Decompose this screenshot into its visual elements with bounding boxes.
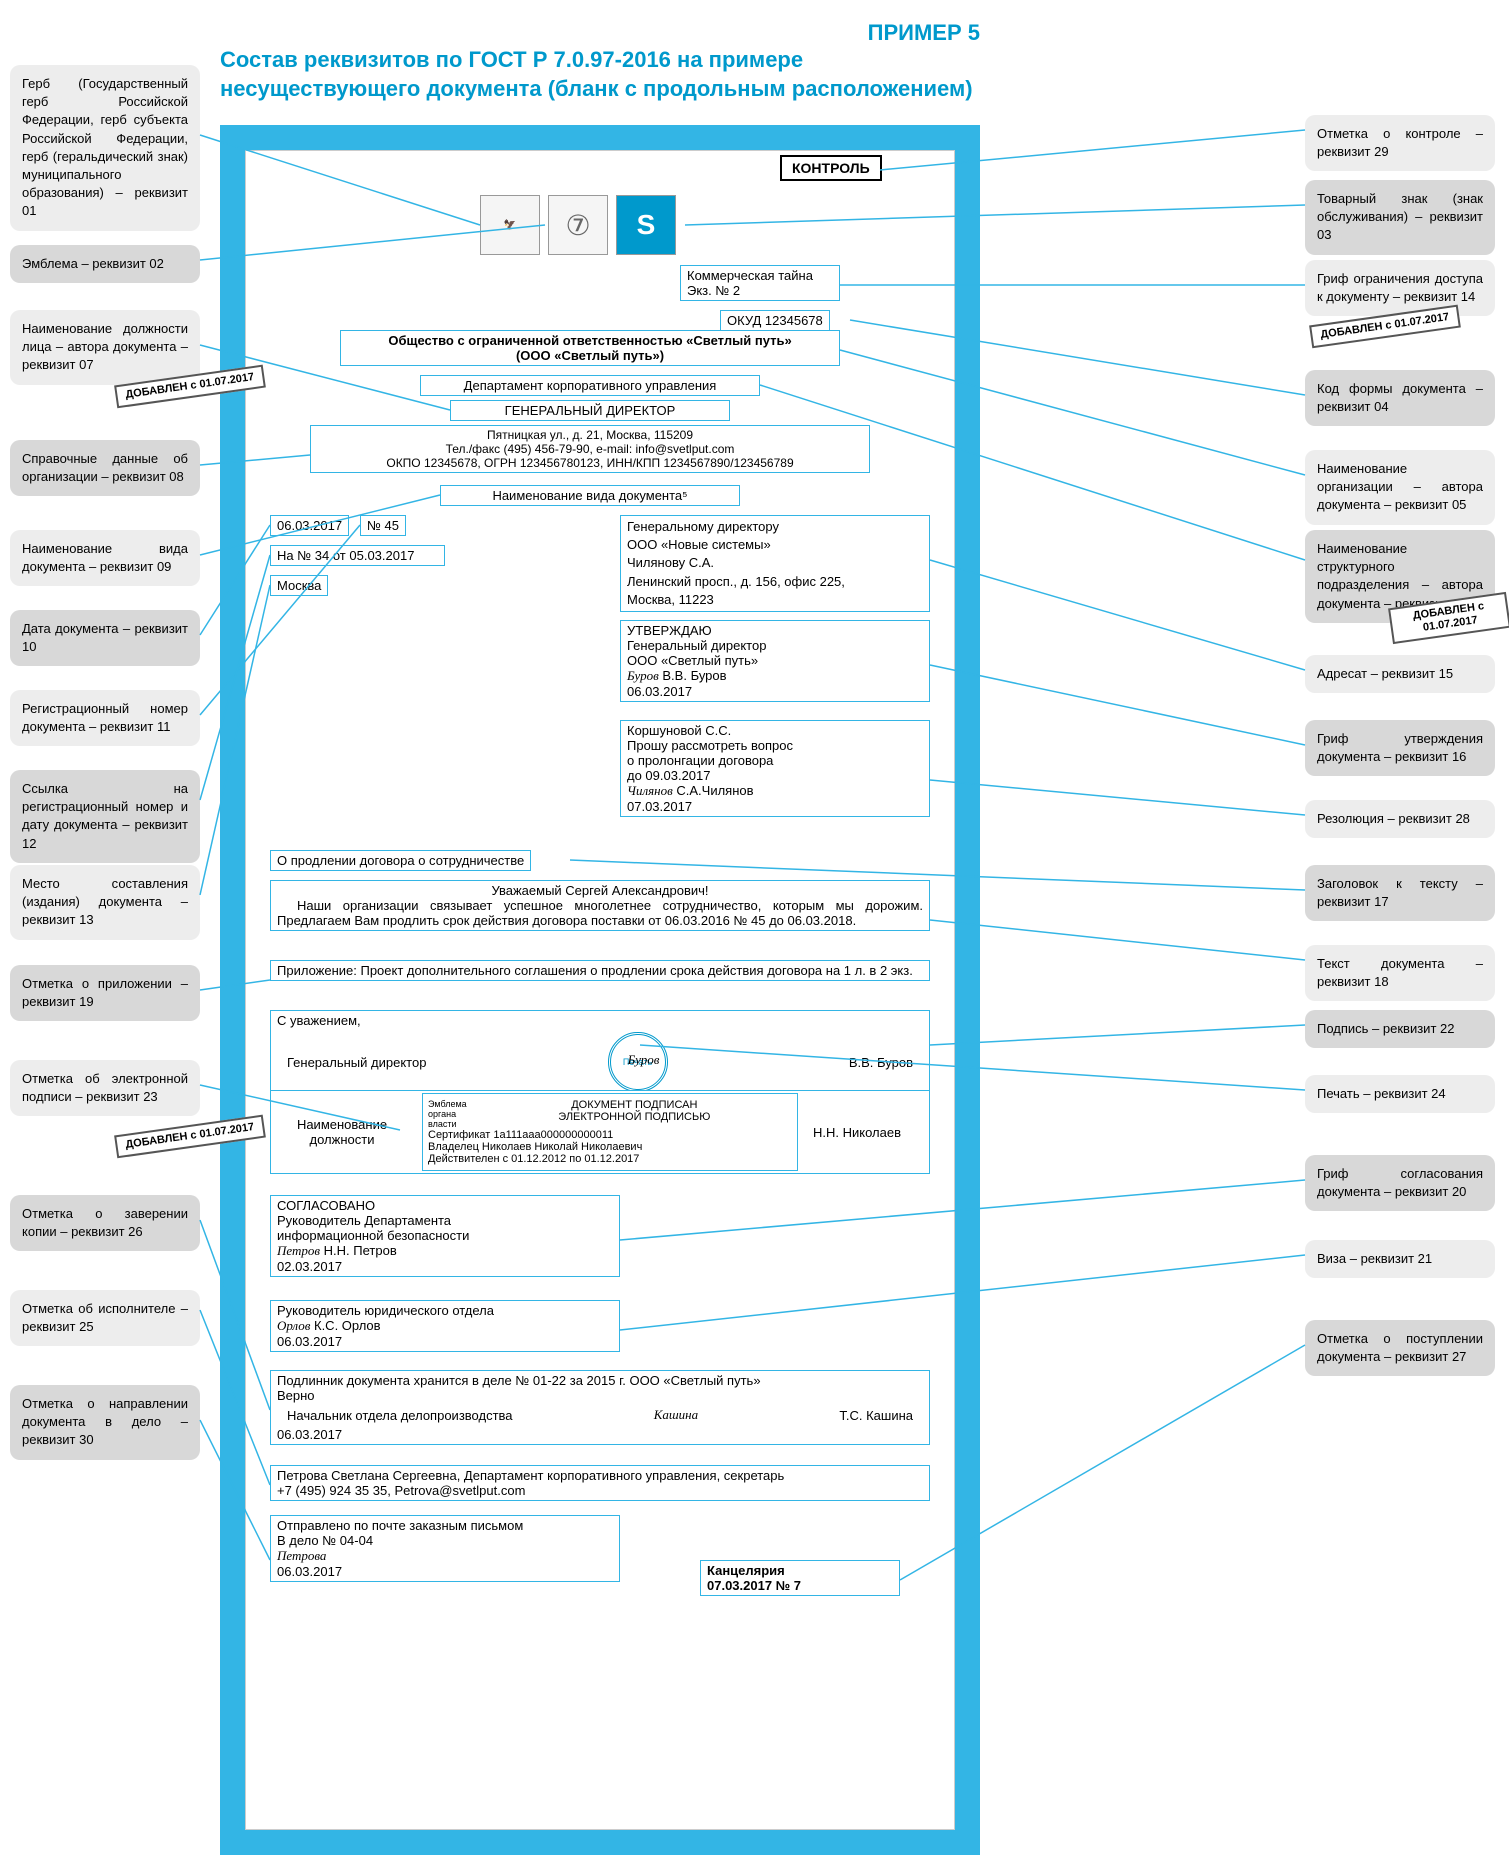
doc-date: 06.03.2017 xyxy=(270,515,349,536)
addressee: Генеральному директору ООО «Новые систем… xyxy=(620,515,930,612)
emblem-icon: ⑦ xyxy=(548,195,608,255)
receipt-mark: Канцелярия07.03.2017 № 7 xyxy=(700,1560,900,1596)
reg-number: № 45 xyxy=(360,515,406,536)
label-10: Дата документа – реквизит 10 xyxy=(10,610,200,666)
reference-data: Пятницкая ул., д. 21, Москва, 115209 Тел… xyxy=(310,425,870,473)
label-11: Регистрационный номер документа – реквиз… xyxy=(10,690,200,746)
label-04: Код формы документа – реквизит 04 xyxy=(1305,370,1495,426)
coat-of-arms-icon: 🦅 xyxy=(480,195,540,255)
label-14: Гриф ограничения доступа к документу – р… xyxy=(1305,260,1495,316)
emblem-row: 🦅 ⑦ S xyxy=(480,195,676,255)
appendix: Приложение: Проект дополнительного согла… xyxy=(270,960,930,981)
okud: ОКУД 12345678 xyxy=(720,310,830,331)
heading: О продлении договора о сотрудничестве xyxy=(270,850,531,871)
label-30: Отметка о направлении документа в дело –… xyxy=(10,1385,200,1460)
label-23: Отметка об электронной подписи – реквизи… xyxy=(10,1060,200,1116)
trademark-icon: S xyxy=(616,195,676,255)
label-08: Справочные данные об организации – рекви… xyxy=(10,440,200,496)
label-12: Ссылка на регистрационный номер и дату д… xyxy=(10,770,200,863)
label-02: Эмблема – реквизит 02 xyxy=(10,245,200,283)
main-title: Состав реквизитов по ГОСТ Р 7.0.97-2016 … xyxy=(220,46,980,103)
label-18: Текст документа – реквизит 18 xyxy=(1305,945,1495,1001)
label-01: Герб (Государственный герб Российской Фе… xyxy=(10,65,200,231)
label-09: Наименование вида документа – реквизит 0… xyxy=(10,530,200,586)
label-26: Отметка о заверении копии – реквизит 26 xyxy=(10,1195,200,1251)
label-21: Виза – реквизит 21 xyxy=(1305,1240,1495,1278)
label-19: Отметка о приложении – реквизит 19 xyxy=(10,965,200,1021)
doc-type-name: Наименование вида документа⁵ xyxy=(440,485,740,506)
coordination: СОГЛАСОВАНО Руководитель Департамента ин… xyxy=(270,1195,620,1277)
label-16: Гриф утверждения документа – реквизит 16 xyxy=(1305,720,1495,776)
label-15: Адресат – реквизит 15 xyxy=(1305,655,1495,693)
department: Департамент корпоративного управления xyxy=(420,375,760,396)
label-29: Отметка о контроле – реквизит 29 xyxy=(1305,115,1495,171)
label-25: Отметка об исполнителе – реквизит 25 xyxy=(10,1290,200,1346)
label-27: Отметка о поступлении документа – реквиз… xyxy=(1305,1320,1495,1376)
executor: Петрова Светлана Сергеевна, Департамент … xyxy=(270,1465,930,1501)
label-13: Место составления (издания) документа – … xyxy=(10,865,200,940)
ref-number: На № 34 от 05.03.2017 xyxy=(270,545,445,566)
label-07: Наименование должности лица – автора док… xyxy=(10,310,200,385)
copy-certification: Подлинник документа хранится в деле № 01… xyxy=(270,1370,930,1445)
visa: Руководитель юридического отдела Орлов К… xyxy=(270,1300,620,1352)
file-mark: Отправлено по почте заказным письмомВ де… xyxy=(270,1515,620,1582)
label-28: Резолюция – реквизит 28 xyxy=(1305,800,1495,838)
place: Москва xyxy=(270,575,328,596)
label-22: Подпись – реквизит 22 xyxy=(1305,1010,1495,1048)
label-20: Гриф согласования документа – реквизит 2… xyxy=(1305,1155,1495,1211)
signature-block: С уважением, Генеральный директор Печать… xyxy=(270,1010,930,1099)
resolution: Коршуновой С.С. Прошу рассмотреть вопрос… xyxy=(620,720,930,817)
approval-stamp: УТВЕРЖДАЮ Генеральный директор ООО «Свет… xyxy=(620,620,930,702)
esignature-block: Наименование должности Эмблема органа вл… xyxy=(270,1090,930,1174)
body-text: Уважаемый Сергей Александрович! Наши орг… xyxy=(270,880,930,931)
secrecy-mark: Коммерческая тайнаЭкз. № 2 xyxy=(680,265,840,301)
example-number: ПРИМЕР 5 xyxy=(220,20,980,46)
label-03: Товарный знак (знак обслуживания) – рекв… xyxy=(1305,180,1495,255)
label-05: Наименование организации – автора докуме… xyxy=(1305,450,1495,525)
position-title: ГЕНЕРАЛЬНЫЙ ДИРЕКТОР xyxy=(450,400,730,421)
control-mark: КОНТРОЛЬ xyxy=(780,160,882,176)
label-17: Заголовок к тексту – реквизит 17 xyxy=(1305,865,1495,921)
label-24: Печать – реквизит 24 xyxy=(1305,1075,1495,1113)
org-name: Общество с ограниченной ответственностью… xyxy=(340,330,840,366)
